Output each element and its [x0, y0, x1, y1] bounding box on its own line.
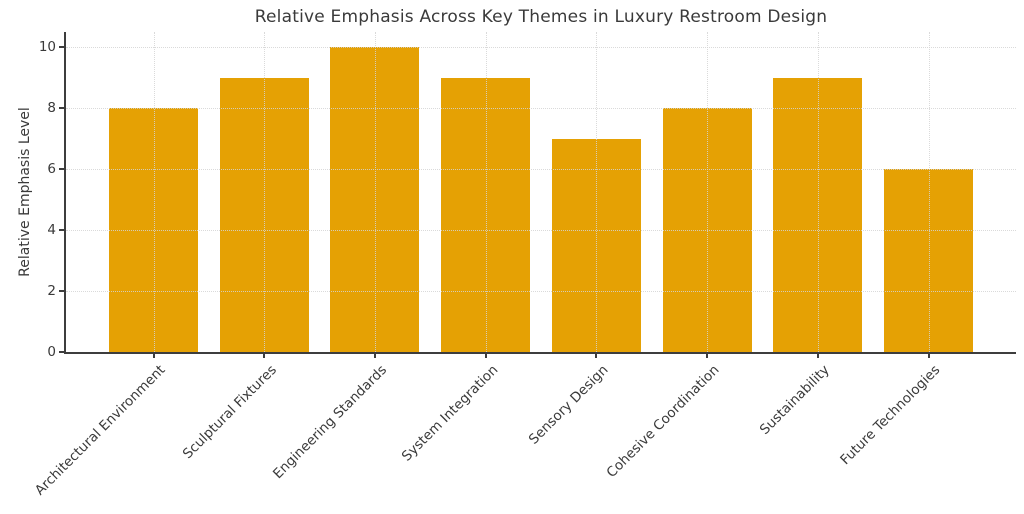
x-tick-label-sensory-design: Sensory Design [525, 362, 612, 448]
x-tick-label-future-technologies: Future Technologies [837, 362, 944, 469]
x-tick-label-sculptural-fixtures: Sculptural Fixtures [179, 362, 280, 463]
y-tick-mark-8 [59, 107, 64, 110]
y-tick-label-0: 0 [47, 344, 56, 360]
gridline-v-sensory-design [596, 32, 598, 352]
x-tick-mark-engineering-standards [373, 353, 376, 358]
gridline-v-engineering-standards [374, 32, 376, 352]
gridline-h-6 [66, 169, 1016, 171]
y-tick-mark-4 [59, 229, 64, 232]
x-tick-label-engineering-standards: Engineering Standards [270, 362, 391, 483]
y-tick-label-6: 6 [47, 161, 56, 178]
gridline-v-system-integration [485, 32, 487, 352]
gridline-h-4 [66, 230, 1016, 232]
y-tick-mark-6 [59, 168, 64, 171]
x-tick-label-system-integration: System Integration [398, 362, 501, 465]
x-tick-mark-sensory-design [595, 353, 598, 358]
x-tick-mark-future-technologies [927, 353, 930, 358]
y-tick-mark-2 [59, 290, 64, 293]
x-tick-mark-architectural-environment [152, 353, 155, 358]
y-tick-label-4: 4 [47, 222, 56, 239]
y-axis-title: Relative Emphasis Level [17, 107, 33, 277]
gridline-h-2 [66, 291, 1016, 293]
x-axis-line [64, 352, 1016, 354]
x-tick-label-architectural-environment: Architectural Environment [32, 362, 169, 499]
gridline-v-cohesive-coordination [707, 32, 709, 352]
plot-area: 0 2 4 6 8 10 Architectural Environment Sculptur… [32, 32, 1016, 499]
x-tick-mark-sustainability [816, 353, 819, 358]
gridline-h-10 [66, 47, 1016, 49]
y-tick-mark-10 [59, 46, 64, 49]
x-tick-mark-system-integration [484, 353, 487, 358]
gridline-h-8 [66, 108, 1016, 110]
gridline-v-future-technologies [928, 32, 930, 352]
gridline-v-sustainability [817, 32, 819, 352]
y-tick-mark-0 [59, 351, 64, 353]
chart-title: Relative Emphasis Across Key Themes in L… [254, 7, 828, 27]
x-tick-mark-sculptural-fixtures [263, 353, 266, 358]
y-axis-line [64, 32, 66, 354]
x-tick-label-cohesive-coordination: Cohesive Coordination [603, 362, 723, 481]
y-tick-label-10: 10 [38, 39, 56, 56]
y-tick-label-2: 2 [47, 283, 56, 300]
x-tick-mark-cohesive-coordination [706, 353, 709, 358]
y-tick-label-8: 8 [47, 100, 56, 117]
gridline-v-sculptural-fixtures [264, 32, 266, 352]
x-tick-label-sustainability: Sustainability [757, 362, 834, 438]
gridline-v-architectural-environment [153, 32, 155, 352]
